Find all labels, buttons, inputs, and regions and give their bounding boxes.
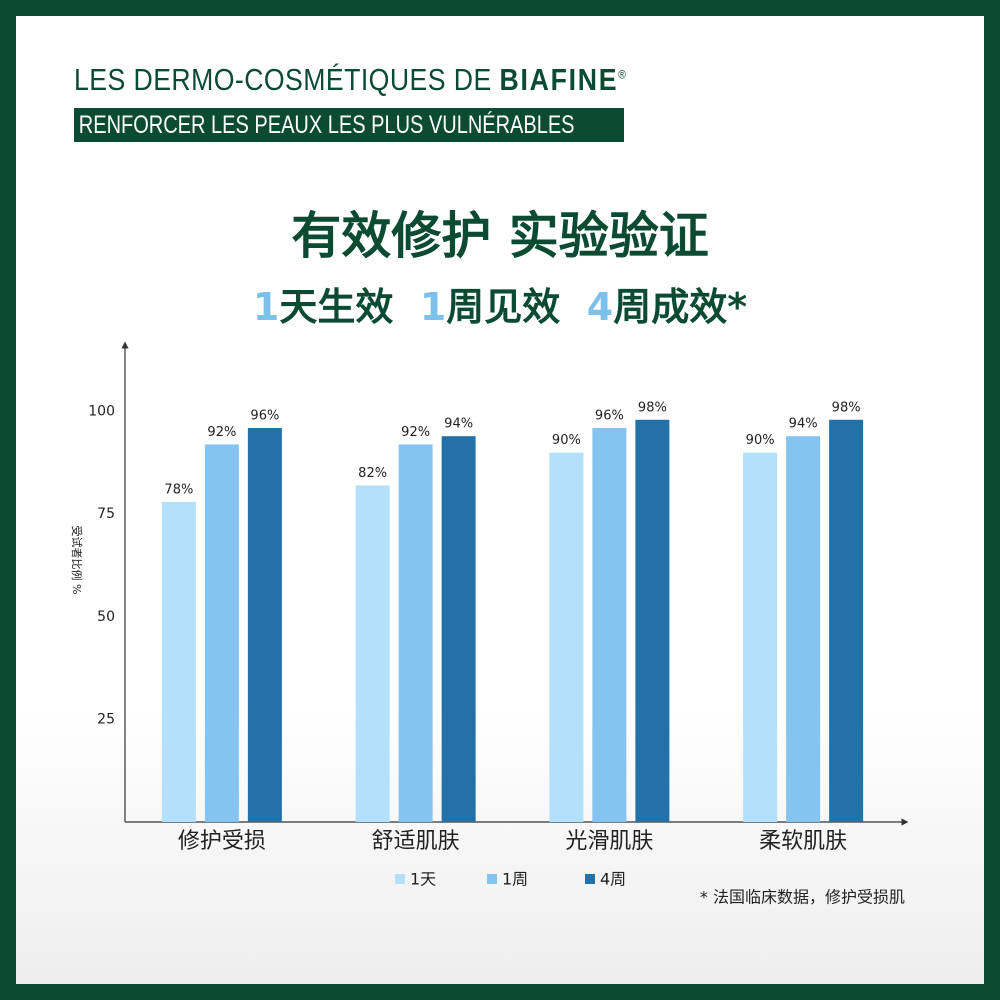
legend-swatch (487, 874, 497, 884)
value-label: 94% (789, 417, 818, 432)
bar (441, 436, 476, 822)
bar (247, 427, 282, 822)
y-tick-label: 50 (97, 609, 115, 625)
brand: LES DERMO-COSMÉTIQUES DE BIAFINE® (74, 62, 626, 98)
legend-swatch (585, 874, 595, 884)
value-label: 90% (552, 433, 581, 448)
legend-label: 4周 (600, 870, 626, 889)
value-label: 98% (638, 400, 667, 415)
subtitle-text: 天生效 (279, 285, 394, 329)
legend-label: 1周 (502, 870, 528, 889)
brand-mark: ® (618, 67, 627, 82)
x-tick-label: 舒适肌肤 (372, 829, 460, 854)
y-axis-label: 受试者比例 % (70, 526, 84, 595)
bar (398, 444, 433, 822)
subtitle-number: 1 (252, 285, 280, 329)
subtitle-number: 1 (419, 285, 447, 329)
subtitle-number: 4 (586, 285, 614, 329)
bar (549, 452, 584, 822)
legend-swatch (395, 874, 405, 884)
subtitle-text: 周成效* (613, 285, 748, 329)
bar (635, 419, 670, 822)
brand-name: BIAFINE (499, 62, 619, 97)
brand-prefix: LES DERMO-COSMÉTIQUES DE (74, 62, 492, 97)
y-tick-label: 25 (97, 711, 115, 727)
tagline-banner: RENFORCER LES PEAUX LES PLUS VULNÉRABLES (74, 108, 624, 142)
legend-label: 1天 (410, 870, 436, 889)
title: 有效修护 实验验证 (291, 207, 709, 265)
bar (204, 444, 239, 822)
bar (161, 501, 196, 822)
value-label: 94% (444, 417, 473, 432)
bar (829, 419, 864, 822)
bar (592, 427, 627, 822)
bar (355, 485, 390, 822)
bar (786, 436, 821, 822)
value-label: 96% (250, 408, 279, 423)
value-label: 82% (358, 466, 387, 481)
footnote: * 法国临床数据，修护受损肌 (700, 888, 905, 907)
value-label: 92% (207, 425, 236, 440)
value-label: 98% (832, 400, 861, 415)
x-tick-label: 修护受损 (178, 829, 266, 854)
value-label: 92% (401, 425, 430, 440)
y-tick-label: 75 (97, 506, 115, 522)
subtitle-text: 周见效 (446, 285, 561, 329)
subtitle: 1天生效 1周见效 4周成效* (0, 276, 1000, 331)
value-label: 90% (746, 433, 775, 448)
bar (743, 452, 778, 822)
x-tick-label: 柔软肌肤 (759, 829, 847, 854)
value-label: 78% (164, 482, 193, 497)
x-tick-label: 光滑肌肤 (565, 829, 653, 854)
y-tick-label: 100 (88, 404, 115, 420)
value-label: 96% (595, 408, 624, 423)
tagline: RENFORCER LES PEAUX LES PLUS VULNÉRABLES (78, 111, 575, 139)
